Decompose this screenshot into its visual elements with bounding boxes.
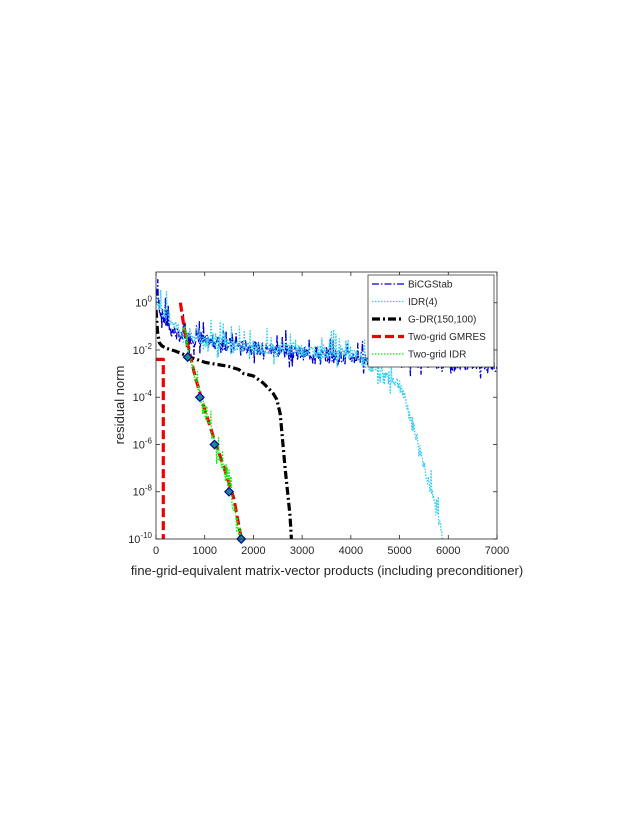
y-tick-label: 10-6 [133,436,153,451]
legend-label-two-grid-gmres: Two-grid GMRES [408,332,486,343]
diamond-marker [224,486,235,497]
legend-label-g-dr-150-100: G-DR(150,100) [408,315,476,326]
y-tick-label: 100 [135,295,152,310]
y-tick-label: 10-8 [133,484,153,499]
y-tick-label: 10-4 [133,389,153,404]
x-axis-label: fine-grid-equivalent matrix-vector produ… [131,563,523,578]
x-tick-label: 3000 [290,545,314,557]
diamond-marker [209,439,220,450]
legend-label-two-grid-idr: Two-grid IDR [408,350,466,361]
diamond-marker [194,392,205,403]
x-tick-label: 1000 [192,545,216,557]
series-line-two-grid-idr [182,326,242,539]
x-tick-label: 6000 [436,545,460,557]
tick-layer: 0 1000 2000 3000 4000 5000 6000 7000 100 10-2 10-4… [128,272,509,557]
diamond-marker [182,352,193,363]
legend-label-bicgstab: BiCGStab [408,280,453,291]
y-tick-label: 10-2 [133,342,153,357]
x-tick-label: 5000 [387,545,411,557]
series-layer [156,279,497,539]
series-line-g-dr-150-100 [156,309,293,539]
y-axis-label: residual norm [112,366,127,445]
x-tick-label: 0 [153,545,159,557]
x-tick-label: 7000 [485,545,509,557]
x-tick-label: 4000 [339,545,363,557]
y-tick-label: 10-10 [128,531,152,546]
x-tick-label: 2000 [241,545,265,557]
legend: BiCGStab IDR(4) G-DR(150,100) Two-grid GMRE… [367,274,495,368]
plot-frame [155,271,498,540]
legend-box [367,274,495,368]
series-line-two-grid-gmres-1 [156,357,165,539]
legend-label-idr-4: IDR(4) [408,297,437,308]
series-line-idr-4 [156,289,444,539]
